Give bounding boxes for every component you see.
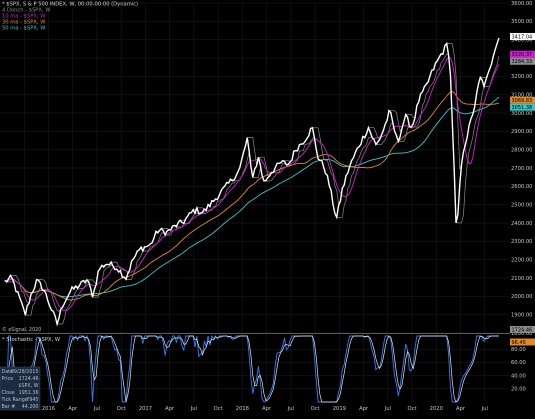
price-tag-3: 3069.83	[512, 98, 533, 104]
price-tag-1: 3320.37	[512, 52, 533, 58]
stoch-tick-label-0: 20.00	[511, 387, 526, 393]
ma30-line	[4, 91, 500, 301]
stoch-tag-0: 1724.46	[512, 327, 533, 333]
ma50-line	[4, 96, 500, 298]
y-tick-label-18: 3600.00	[511, 1, 532, 7]
y-tick-label-0: 1800.00	[511, 331, 532, 337]
info-label-tick-range: Tick Range	[1, 397, 28, 403]
price-tag-4: 3051.38	[512, 105, 533, 111]
ma10-line	[4, 56, 500, 312]
legend-item-ma30: 30 ma - $SPX, W	[2, 20, 45, 26]
stoch-tick-label-3: 80.00	[511, 347, 526, 353]
info-value-bar: 44.200	[22, 404, 39, 410]
info-value-tick-range: 7945	[26, 397, 38, 403]
y-tick-label-11: 2900.00	[511, 129, 532, 135]
info-value-price: 1724.46	[19, 376, 39, 382]
x-tick-label-14: Apr	[359, 406, 369, 412]
info-label-bar: Bar #	[2, 404, 16, 410]
x-tick-label-8: Oct	[214, 406, 223, 412]
x-tick-label-9: 2018	[236, 406, 249, 412]
cursor-info-box: Date 09/28/2015 Price 1724.46 $SPX, W Cl…	[0, 366, 41, 411]
stochastic-k-line	[4, 334, 499, 403]
x-tick-label-4: Oct	[117, 406, 126, 412]
info-value-symbol: $SPX, W	[18, 383, 38, 389]
stochastic-series-group	[4, 334, 499, 403]
x-tick-label-16: Oct	[408, 406, 417, 412]
y-tick-label-6: 2400.00	[511, 221, 532, 227]
info-value-date: 09/28/2015	[11, 369, 39, 375]
x-tick-label-5: 2017	[139, 406, 152, 412]
legend-item-ma10: 10 ma - $SPX, W	[2, 14, 45, 20]
price-tag-bg-0	[510, 33, 535, 41]
y-tick-label-12: 3000.00	[511, 111, 532, 117]
x-tick-label-19: Jul	[481, 406, 488, 412]
stochastic-axis: 20.00 40.00 60.00 80.00	[511, 347, 526, 393]
y-tick-label-14: 3200.00	[511, 74, 532, 80]
y-tick-label-10: 2800.00	[511, 147, 532, 153]
legend: * $SPX, S & P 500 INDEX, W, 00:00-00:00 …	[2, 2, 138, 32]
y-tick-label-8: 2600.00	[511, 184, 532, 190]
info-label-close: Close	[2, 390, 15, 396]
price-tag-bg-2	[510, 57, 535, 65]
x-tick-label-11: Jul	[287, 406, 294, 412]
x-tick-label-13: 2019	[333, 406, 346, 412]
stoch-tick-label-2: 60.00	[511, 360, 526, 366]
y-tick-label-7: 2500.00	[511, 202, 532, 208]
x-tick-label-12: Oct	[311, 406, 320, 412]
stochastic-d-line	[4, 335, 499, 403]
price-tag-bg-1	[510, 50, 535, 58]
series-group	[4, 37, 500, 327]
y-tick-label-3: 2100.00	[511, 276, 532, 282]
price-line	[4, 37, 500, 327]
info-label-price: Price	[2, 376, 14, 382]
price-tag-bg-4	[510, 103, 535, 111]
watermark: © eSignal, 2020	[2, 326, 41, 333]
y-tick-label-1: 1900.00	[511, 312, 532, 318]
y-tick-label-9: 2700.00	[511, 166, 532, 172]
price-tag-bg-3	[510, 96, 535, 104]
info-label-date: Date	[2, 369, 14, 375]
y-tick-label-16: 3400.00	[511, 37, 532, 43]
legend-item-ma50: 50 ma - $SPX, W	[2, 26, 45, 32]
x-tick-label-3: Jul	[93, 406, 100, 412]
stoch-tick-label-1: 40.00	[511, 373, 526, 379]
price-tag-0: 3417.04	[512, 34, 533, 40]
stochastic-legend: * Stochastic - $SPX, W	[2, 337, 60, 343]
x-tick-label-10: Apr	[262, 406, 272, 412]
x-tick-label-2: Apr	[68, 406, 78, 412]
info-value-close: 1951.36	[19, 390, 39, 396]
y-tick-label-2: 2000.00	[511, 294, 532, 300]
y-tick-label-4: 2200.00	[511, 257, 532, 263]
legend-title: * $SPX, S & P 500 INDEX, W, 00:00-00:00 …	[2, 2, 138, 8]
x-tick-label-7: Jul	[190, 406, 197, 412]
x-tick-label-15: Jul	[384, 406, 391, 412]
x-tick-label-6: Apr	[165, 406, 175, 412]
stoch-tag-bg-0	[510, 326, 535, 333]
x-tick-label-18: Apr	[456, 406, 466, 412]
y-tick-label-13: 3100.00	[511, 92, 532, 98]
x-tick-label-1: 2016	[42, 406, 55, 412]
stoch-tag-bg-1	[510, 338, 535, 346]
x-tick-label-17: 2020	[430, 406, 443, 412]
y-tick-label-5: 2300.00	[511, 239, 532, 245]
stoch-tag-1: 96.45	[512, 340, 526, 346]
price-tag-2: 3284.33	[512, 59, 533, 65]
y-tick-label-17: 3500.00	[511, 19, 532, 25]
legend-item-donch: 4 Donch - $SPX, W	[2, 8, 50, 14]
